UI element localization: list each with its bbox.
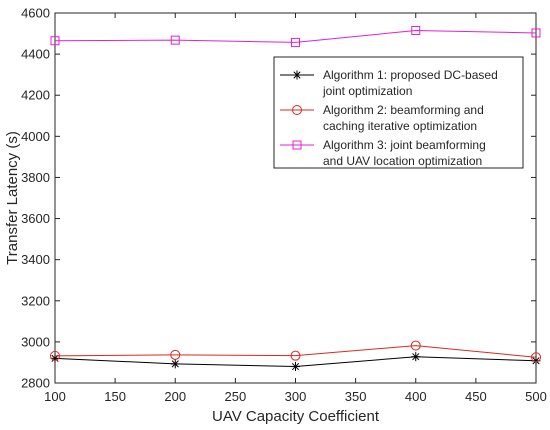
- legend-label: caching iterative optimization: [323, 119, 477, 133]
- x-tick-label: 450: [465, 389, 487, 404]
- x-axis-title: UAV Capacity Coefficient: [212, 408, 380, 425]
- y-tick-label: 3600: [21, 211, 50, 226]
- circle-marker-shape: [292, 105, 302, 115]
- y-tick-label: 4000: [21, 129, 50, 144]
- data-point: [410, 340, 421, 351]
- data-point: [531, 352, 541, 363]
- y-axis-title: Transfer Latency (s): [4, 131, 21, 265]
- legend-swatch-marker: [292, 140, 302, 150]
- square-marker-shape: [531, 28, 541, 38]
- y-tick-label: 3400: [21, 252, 50, 267]
- x-tick-label: 150: [104, 389, 126, 404]
- data-point: [291, 362, 300, 372]
- circle-marker-shape: [170, 349, 181, 360]
- series-3: [50, 25, 541, 47]
- x-tick-label: 300: [285, 389, 307, 404]
- y-tick-label: 3800: [21, 170, 50, 185]
- plot-series: [50, 25, 541, 372]
- asterisk-stroke: [293, 71, 301, 79]
- square-marker-shape: [291, 37, 300, 47]
- x-tick-label: 100: [44, 389, 66, 404]
- series-2: [50, 340, 541, 363]
- x-tick-label: 200: [164, 389, 186, 404]
- y-tick-label: 3200: [21, 293, 50, 308]
- y-tick-label: 3000: [21, 334, 50, 349]
- data-point: [170, 349, 181, 360]
- series-line: [54, 29, 537, 43]
- circle-marker-shape: [290, 350, 301, 361]
- square-marker-shape: [292, 140, 302, 150]
- y-tick-label: 4600: [21, 6, 50, 21]
- square-marker-shape: [170, 35, 180, 45]
- data-point: [291, 37, 300, 47]
- legend-label: Algorithm 3: joint beamforming: [323, 138, 486, 152]
- data-point: [411, 25, 421, 35]
- asterisk-stroke: [171, 360, 179, 368]
- series-line: [54, 345, 537, 358]
- legend-label: and UAV location optimization: [323, 154, 482, 168]
- y-tick-label: 4400: [21, 47, 50, 62]
- data-point: [531, 28, 541, 38]
- data-point: [170, 35, 180, 45]
- data-point: [411, 352, 421, 362]
- legend-entry-1: Algorithm 1: proposed DC-based joint opti…: [280, 68, 498, 98]
- x-tick-label: 500: [525, 389, 547, 404]
- asterisk-stroke: [532, 357, 540, 365]
- asterisk-stroke: [291, 362, 300, 371]
- x-tick-label: 400: [405, 389, 427, 404]
- data-point: [50, 350, 60, 361]
- legend: Algorithm 1: proposed DC-based joint opti…: [273, 56, 524, 169]
- x-tick-label: 250: [225, 389, 247, 404]
- legend-label: joint optimization: [322, 84, 412, 98]
- legend-box: [273, 56, 524, 169]
- y-tick-label: 4200: [21, 88, 50, 103]
- legend-label: Algorithm 2: beamforming and: [323, 103, 484, 117]
- data-point: [290, 350, 301, 361]
- asterisk-stroke: [412, 353, 420, 361]
- circle-marker-shape: [531, 352, 541, 363]
- y-tick-label: 2800: [21, 376, 50, 391]
- legend-label: Algorithm 1: proposed DC-based: [323, 68, 498, 82]
- square-marker-shape: [50, 36, 60, 46]
- legend-entry-3: Algorithm 3: joint beamforming and UAV lo…: [280, 138, 486, 168]
- x-tick-label: 350: [345, 389, 367, 404]
- square-marker-shape: [411, 25, 421, 35]
- legend-swatch-marker: [292, 70, 302, 80]
- circle-marker-shape: [410, 340, 421, 351]
- legend-swatch-marker: [292, 105, 302, 115]
- data-point: [170, 359, 180, 369]
- legend-entry-2: Algorithm 2: beamforming and caching iter…: [280, 103, 484, 133]
- circle-marker-shape: [50, 350, 60, 361]
- data-point: [50, 36, 60, 46]
